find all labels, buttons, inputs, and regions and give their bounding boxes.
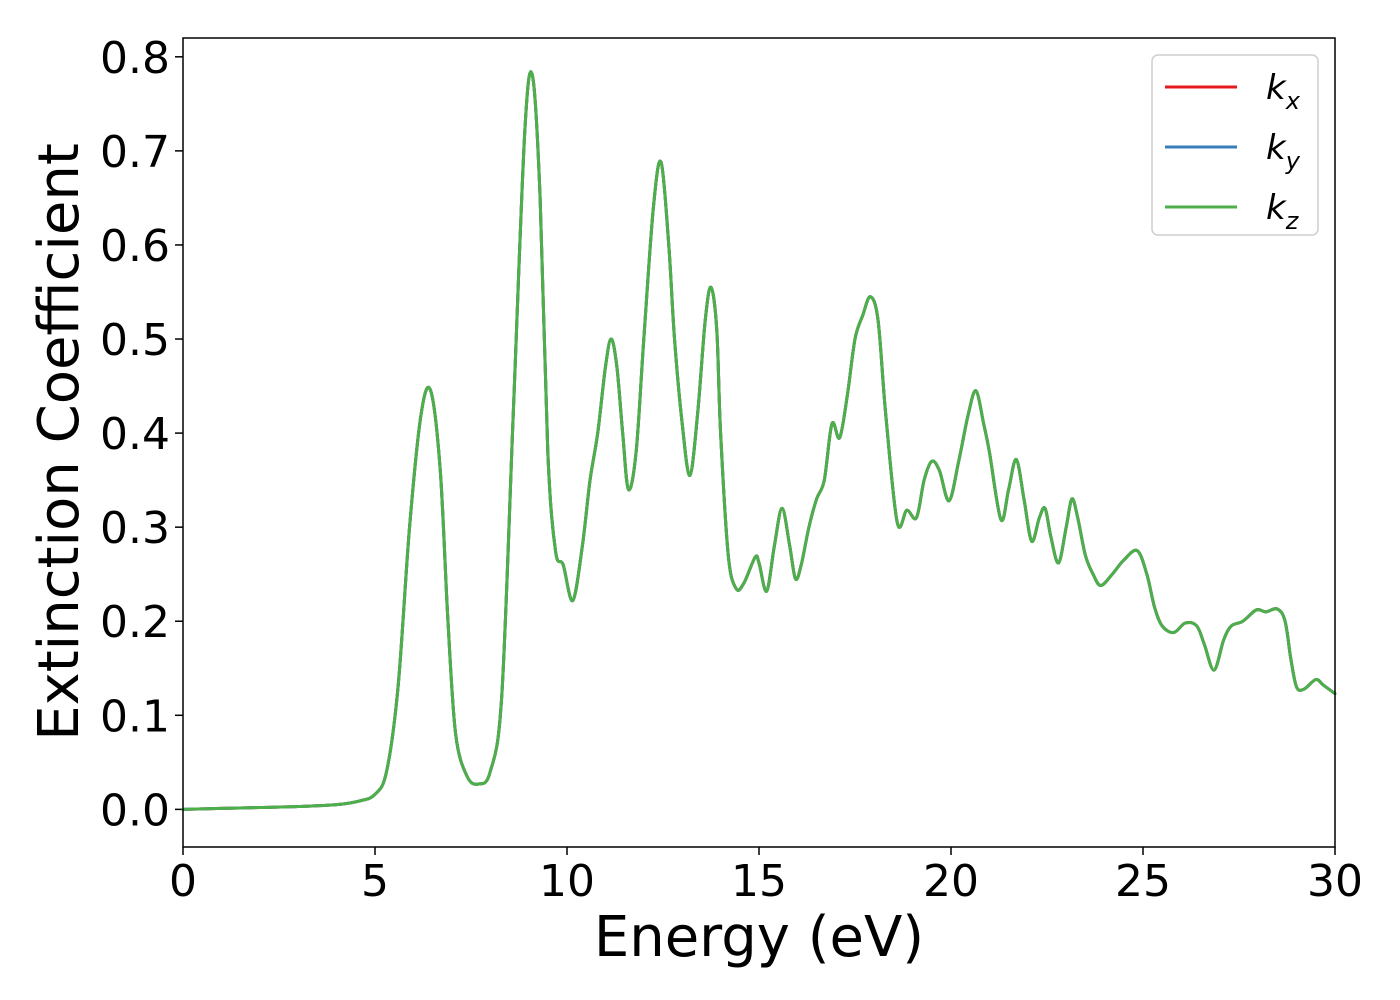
legend-label-ky: ky [1266, 128, 1301, 175]
y-tick-label-0.1: 0.1 [100, 691, 170, 742]
x-tick-label-25: 25 [1115, 856, 1171, 907]
x-tick-label-20: 20 [923, 856, 979, 907]
y-tick-label-0.7: 0.7 [100, 127, 170, 178]
y-tick-label-0.0: 0.0 [100, 785, 170, 836]
x-tick-label-0: 0 [169, 856, 197, 907]
x-axis-ticks: 0 5 10 15 20 25 30 [169, 847, 1363, 907]
y-tick-label-0.3: 0.3 [100, 503, 170, 554]
legend: kx ky kz [1151, 54, 1319, 236]
y-tick-label-0.8: 0.8 [100, 33, 170, 84]
y-tick-label-0.5: 0.5 [100, 315, 170, 366]
y-tick-label-0.4: 0.4 [100, 409, 170, 460]
plot-area [183, 38, 1335, 847]
legend-label-kx: kx [1266, 68, 1301, 115]
legend-box [1151, 54, 1319, 236]
x-axis-label: Energy (eV) [594, 905, 924, 970]
series-layer [181, 70, 1337, 811]
series-line-kz [181, 70, 1337, 811]
y-axis-label: Extinction Coefficient [27, 143, 92, 741]
x-tick-label-5: 5 [361, 856, 389, 907]
y-tick-label-0.6: 0.6 [100, 221, 170, 272]
legend-label-kz: kz [1266, 188, 1300, 235]
y-tick-label-0.2: 0.2 [100, 597, 170, 648]
x-tick-label-10: 10 [539, 856, 595, 907]
x-tick-label-30: 30 [1307, 856, 1363, 907]
y-axis-ticks: 0.0 0.1 0.2 0.3 0.4 0.5 0.6 0.7 0.8 [100, 33, 183, 836]
plot-frame [182, 37, 1336, 848]
x-tick-label-15: 15 [731, 856, 787, 907]
